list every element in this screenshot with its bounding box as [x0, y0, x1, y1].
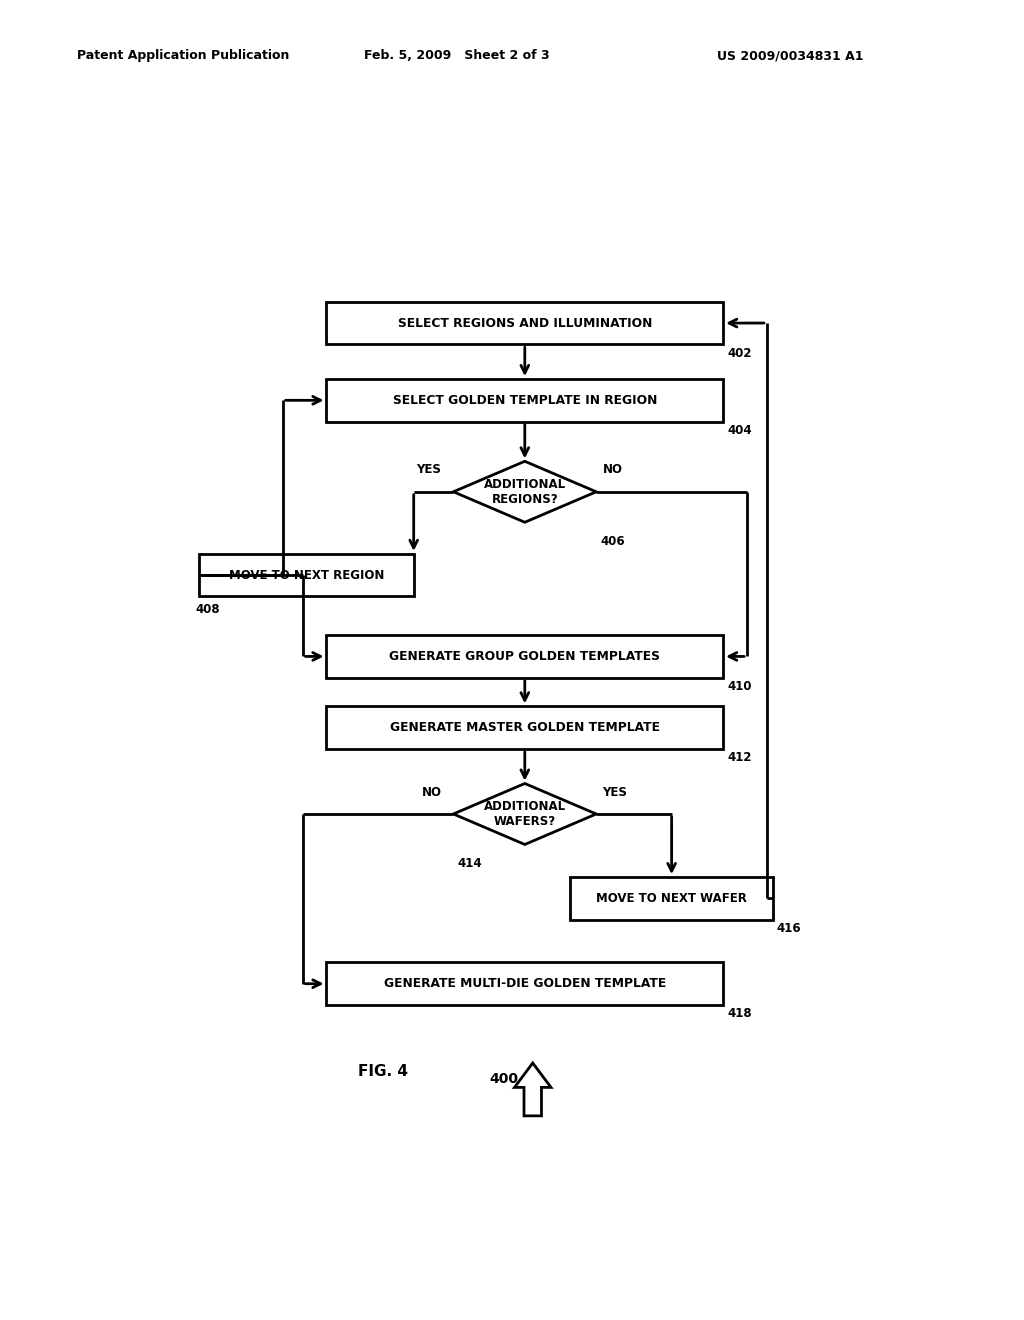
FancyBboxPatch shape [327, 379, 723, 421]
Text: SELECT REGIONS AND ILLUMINATION: SELECT REGIONS AND ILLUMINATION [397, 317, 652, 330]
FancyBboxPatch shape [327, 962, 723, 1005]
Text: ADDITIONAL
REGIONS?: ADDITIONAL REGIONS? [483, 478, 566, 506]
Text: FIG. 4: FIG. 4 [358, 1064, 409, 1080]
FancyArrow shape [514, 1063, 551, 1115]
FancyBboxPatch shape [200, 554, 414, 597]
Text: ADDITIONAL
WAFERS?: ADDITIONAL WAFERS? [483, 800, 566, 828]
Text: MOVE TO NEXT WAFER: MOVE TO NEXT WAFER [596, 892, 748, 904]
Text: 408: 408 [196, 603, 220, 615]
Text: Feb. 5, 2009   Sheet 2 of 3: Feb. 5, 2009 Sheet 2 of 3 [364, 49, 549, 62]
Text: 404: 404 [727, 424, 752, 437]
Text: NO: NO [422, 785, 441, 799]
Text: 402: 402 [727, 347, 752, 359]
Text: Patent Application Publication: Patent Application Publication [77, 49, 289, 62]
Text: 416: 416 [777, 921, 802, 935]
Text: 412: 412 [727, 751, 752, 764]
Text: 400: 400 [489, 1072, 518, 1086]
Polygon shape [454, 784, 596, 845]
Text: 414: 414 [458, 857, 482, 870]
Text: GENERATE MASTER GOLDEN TEMPLATE: GENERATE MASTER GOLDEN TEMPLATE [390, 721, 659, 734]
Polygon shape [454, 461, 596, 523]
Text: GENERATE GROUP GOLDEN TEMPLATES: GENERATE GROUP GOLDEN TEMPLATES [389, 649, 660, 663]
Text: 410: 410 [727, 680, 752, 693]
Text: YES: YES [417, 463, 441, 477]
Text: GENERATE MULTI-DIE GOLDEN TEMPLATE: GENERATE MULTI-DIE GOLDEN TEMPLATE [384, 977, 666, 990]
Text: YES: YES [602, 785, 628, 799]
Text: SELECT GOLDEN TEMPLATE IN REGION: SELECT GOLDEN TEMPLATE IN REGION [392, 393, 657, 407]
Text: US 2009/0034831 A1: US 2009/0034831 A1 [717, 49, 863, 62]
FancyBboxPatch shape [570, 876, 773, 920]
FancyBboxPatch shape [327, 706, 723, 748]
Text: 406: 406 [600, 535, 625, 548]
Text: NO: NO [602, 463, 623, 477]
Text: MOVE TO NEXT REGION: MOVE TO NEXT REGION [229, 569, 384, 582]
Text: 418: 418 [727, 1007, 752, 1020]
FancyBboxPatch shape [327, 635, 723, 677]
FancyBboxPatch shape [327, 302, 723, 345]
